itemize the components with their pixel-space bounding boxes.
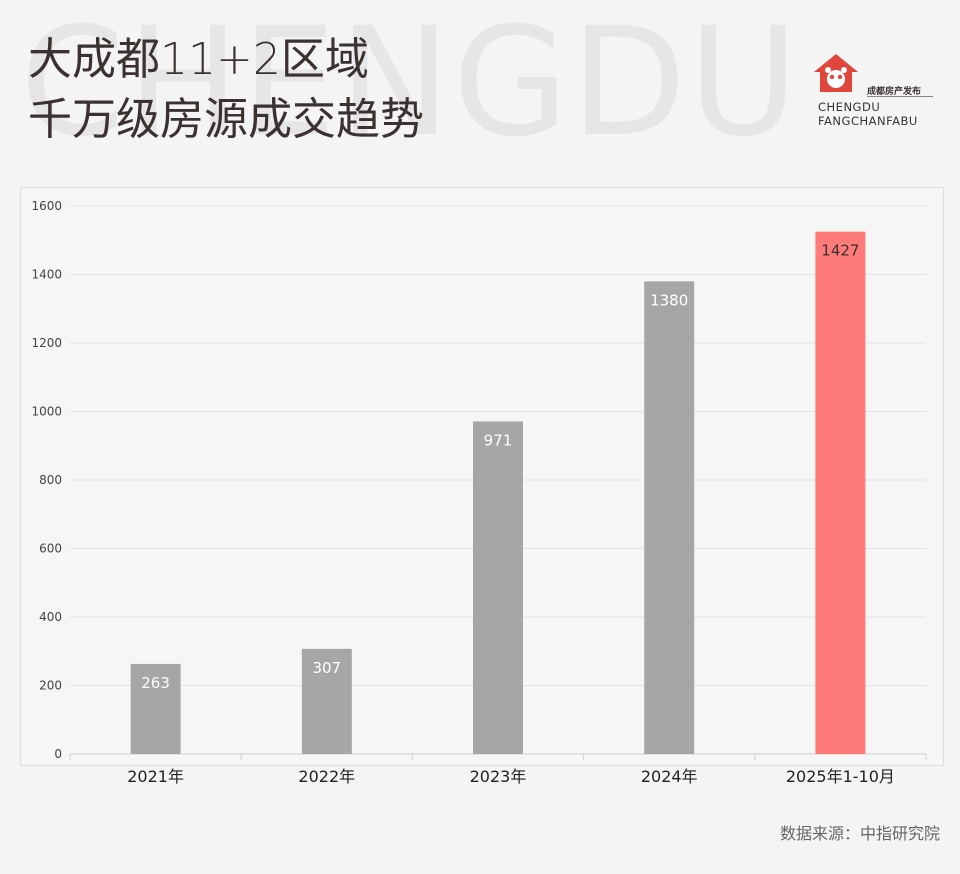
y-tick-label: 1200 [31, 336, 62, 350]
y-tick-label: 1600 [31, 199, 62, 213]
data-source-note: 数据来源：中指研究院 [779, 824, 940, 843]
y-tick-label: 200 [39, 679, 62, 693]
logo-divider [867, 96, 933, 97]
logo-english-line-1: CHENGDU [818, 100, 881, 114]
brand-logo: 成都房产发布 CHENGDU FANGCHANFABU [812, 52, 942, 132]
x-tick-label: 2023年 [470, 767, 527, 786]
x-tick-label: 2021年 [127, 767, 184, 786]
logo-english-line-2: FANGCHANFABU [818, 114, 918, 128]
house-logo-icon [814, 54, 858, 92]
data-label: 1380 [650, 291, 688, 309]
y-tick-label: 800 [39, 473, 62, 487]
data-label: 263 [141, 674, 170, 692]
data-label: 1427 [821, 242, 859, 260]
bar-1 [130, 663, 181, 754]
x-tick-label: 2022年 [298, 767, 355, 786]
x-tick-label: 2025年1-10月 [786, 767, 895, 786]
y-tick-label: 1400 [31, 268, 62, 282]
title-line-2: 千万级房源成交趋势 [28, 94, 424, 145]
bar-2 [301, 648, 352, 754]
bar-5 [815, 231, 866, 754]
data-label: 307 [312, 659, 341, 677]
y-tick-label: 400 [39, 610, 62, 624]
watermark-text: CHENGDU [20, 0, 801, 170]
y-tick-label: 1000 [31, 405, 62, 419]
y-tick-label: 600 [39, 542, 62, 556]
bar-3 [473, 421, 523, 754]
data-label: 971 [484, 431, 513, 449]
y-tick-label: 0 [54, 747, 62, 761]
x-tick-label: 2024年 [641, 767, 698, 786]
logo-chinese-text: 成都房产发布 [867, 87, 922, 97]
page-title: 大成都11+2区域 千万级房源成交趋势 [28, 30, 424, 150]
bar-4 [644, 281, 695, 754]
title-line-1: 大成都11+2区域 [28, 34, 369, 85]
